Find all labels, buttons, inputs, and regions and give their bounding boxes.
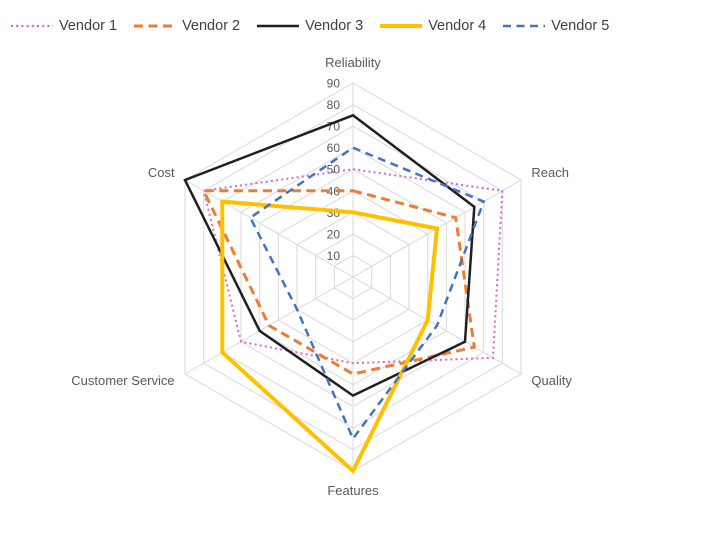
legend-line-swatch <box>134 24 177 28</box>
legend-line-swatch <box>380 24 423 28</box>
series-line-vendor-3 <box>183 113 476 398</box>
legend-label: Vendor 5 <box>551 18 610 34</box>
radial-tick-label: 40 <box>327 184 341 198</box>
legend-item-vendor-5: Vendor 5 <box>502 18 609 34</box>
legend-label: Vendor 4 <box>428 18 487 34</box>
legend-label: Vendor 3 <box>305 18 364 34</box>
radial-tick-label: 10 <box>327 249 341 263</box>
grid-spoke <box>184 179 354 278</box>
axis-label-reach: Reach <box>531 165 569 180</box>
legend-item-vendor-3: Vendor 3 <box>256 18 363 34</box>
axis-label-features: Features <box>327 483 379 498</box>
chart-legend: Vendor 1 Vendor 2 Vendor 3 Vendor 4 Vendor 5 <box>10 14 728 38</box>
series-line-vendor-1 <box>202 168 504 365</box>
legend-label: Vendor 2 <box>182 18 241 34</box>
radial-tick-label: 50 <box>327 163 341 177</box>
series-line-vendor-2 <box>201 189 476 376</box>
legend-line-swatch <box>11 24 53 28</box>
legend-item-vendor-1: Vendor 1 <box>10 18 117 34</box>
radial-tick-label: 90 <box>327 77 341 91</box>
radial-tick-label: 20 <box>327 227 341 241</box>
radial-tick-label: 60 <box>327 141 341 155</box>
axis-label-customer-service: Customer Service <box>71 373 174 388</box>
series-line-vendor-4 <box>220 199 440 475</box>
legend-label: Vendor 1 <box>59 18 118 34</box>
series-polygons <box>183 113 504 475</box>
legend-line-swatch <box>257 24 300 28</box>
axis-label-quality: Quality <box>531 373 572 388</box>
axis-label-reliability: Reliability <box>325 55 381 70</box>
legend-item-vendor-4: Vendor 4 <box>379 18 486 34</box>
axis-label-cost: Cost <box>148 165 175 180</box>
legend-item-vendor-2: Vendor 2 <box>133 18 240 34</box>
legend-line-swatch <box>503 24 546 28</box>
series-line-vendor-5 <box>248 146 486 442</box>
category-labels: Reliability Reach Quality Features Customer … <box>71 55 572 498</box>
radial-tick-label: 80 <box>327 98 341 112</box>
